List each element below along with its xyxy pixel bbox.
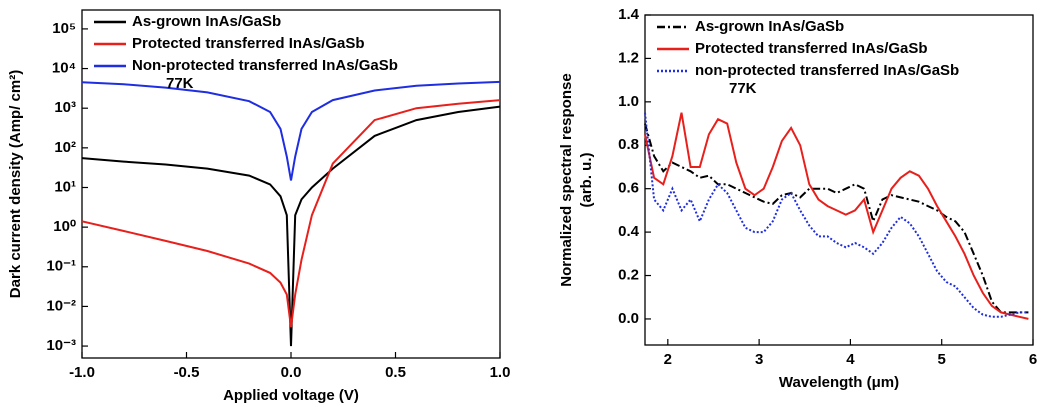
y-tick-label: 10⁻¹ — [46, 258, 76, 275]
x-tick-label: 2 — [664, 351, 672, 368]
y-axis-label: Dark current density (Amp/ cm²) — [7, 70, 24, 298]
y-tick-label: 10⁵ — [52, 20, 76, 37]
annotation: 77K — [729, 80, 757, 97]
x-tick-label: 0.0 — [281, 364, 302, 381]
x-tick-label: 5 — [938, 351, 946, 368]
data-line — [81, 105, 501, 347]
y-tick-label: 0.6 — [618, 180, 639, 197]
y-tick-label: 0.4 — [618, 223, 640, 240]
x-tick-label: -1.0 — [69, 364, 95, 381]
y-tick-label: 10⁻³ — [46, 337, 76, 354]
legend-label: Non-protected transferred InAs/GaSb — [132, 57, 398, 74]
data-line — [81, 80, 501, 181]
y-tick-label: 10¹ — [54, 178, 76, 195]
y-tick-label: 1.0 — [618, 93, 639, 110]
legend-label: As-grown InAs/GaSb — [695, 18, 844, 35]
legend-label: non-protected transferred InAs/GaSb — [695, 62, 959, 79]
y-tick-label: 0.8 — [618, 136, 639, 153]
x-tick-label: 3 — [755, 351, 763, 368]
annotation: 77K — [166, 75, 194, 92]
y-tick-label: 10³ — [54, 99, 76, 116]
x-tick-label: 1.0 — [490, 364, 511, 381]
y-tick-label: 1.4 — [618, 6, 640, 23]
legend-label: As-grown InAs/GaSb — [132, 13, 281, 30]
y-axis-label: Normalized spectral response — [558, 73, 575, 286]
legend-label: Protected transferred InAs/GaSb — [132, 35, 365, 52]
y-tick-label: 1.2 — [618, 49, 639, 66]
data-line — [81, 99, 501, 328]
y-tick-label: 10⁻² — [46, 297, 76, 314]
x-tick-label: -0.5 — [174, 364, 200, 381]
y-tick-label: 0.0 — [618, 310, 639, 327]
x-axis-label: Applied voltage (V) — [223, 387, 359, 404]
plot-frame — [644, 14, 1034, 346]
x-axis-label: Wavelength (μm) — [779, 374, 899, 391]
data-line — [644, 112, 1029, 318]
x-tick-label: 0.5 — [385, 364, 406, 381]
x-tick-label: 4 — [846, 351, 855, 368]
legend-label: Protected transferred InAs/GaSb — [695, 40, 928, 57]
x-tick-label: 6 — [1029, 351, 1037, 368]
y-tick-label: 0.2 — [618, 266, 639, 283]
y-tick-label: 10² — [54, 139, 76, 156]
data-line — [644, 123, 1029, 314]
y-tick-label: 10⁰ — [53, 218, 76, 235]
y-tick-label: 10⁴ — [52, 60, 76, 77]
data-line — [644, 112, 1029, 320]
y-axis-label: (arb. u.) — [578, 152, 595, 207]
